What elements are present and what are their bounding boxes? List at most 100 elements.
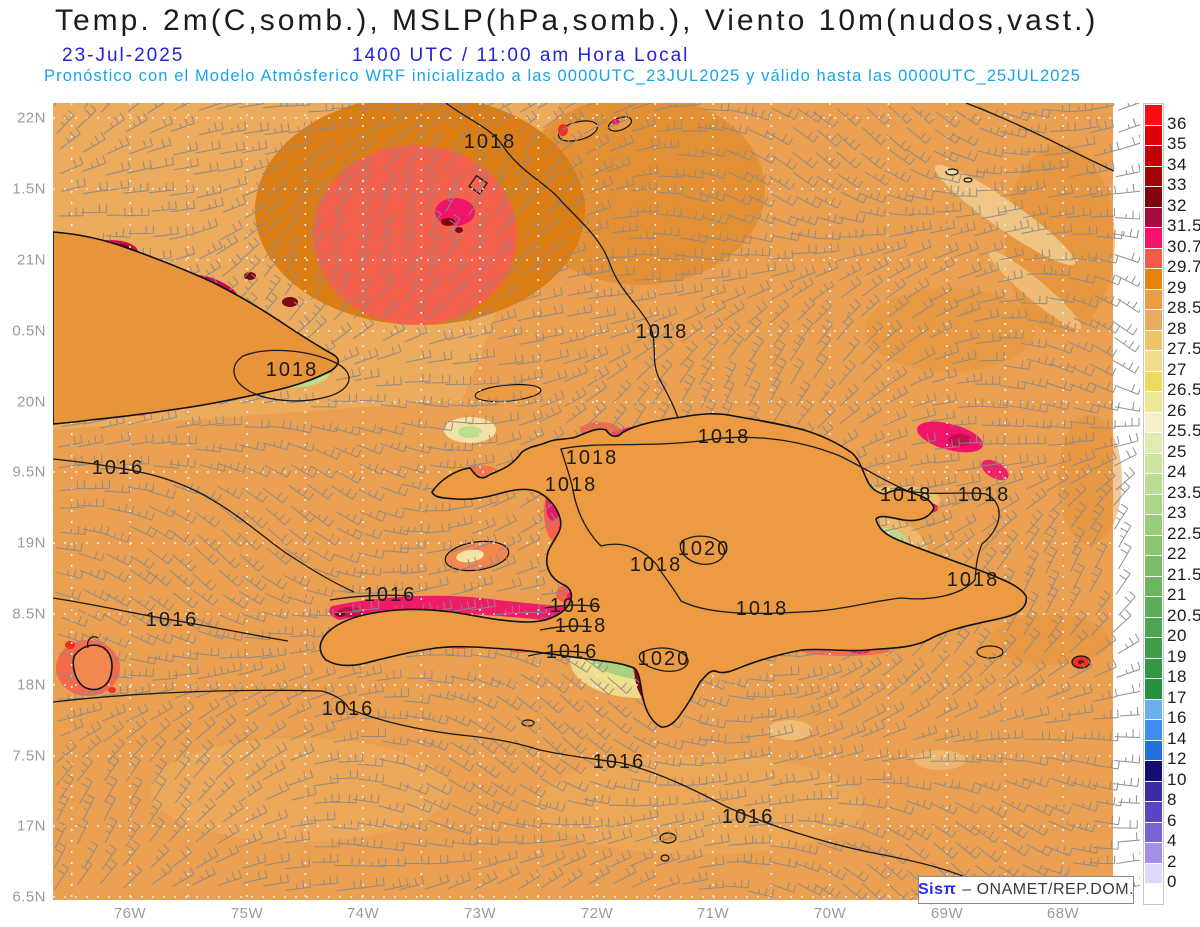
colorbar-tick-label: 0: [1167, 872, 1177, 891]
colorbar-tick-label: 24: [1167, 462, 1187, 481]
colorbar-swatch: [1145, 207, 1162, 227]
lon-tick-label: 74W: [346, 905, 380, 922]
colorbar-tick-label: 20: [1167, 626, 1187, 645]
colorbar-tick-label: 16: [1167, 708, 1187, 727]
colorbar-swatch: [1145, 351, 1162, 371]
lon-tick-label: 69W: [930, 905, 964, 922]
isobar-value-label: 1018: [736, 598, 789, 620]
colorbar-tick-label: 35: [1167, 134, 1187, 153]
colorbar-tick-label: 36: [1167, 113, 1187, 133]
lat-tick-label: 17N: [16, 817, 46, 835]
colorbar-tick-label: 26: [1167, 400, 1187, 420]
isobar-value-label: 1018: [630, 554, 683, 576]
lat-tick-label: 22N: [16, 109, 46, 127]
colorbar-swatch: [1145, 228, 1162, 248]
lat-tick-label: 1.5N: [12, 180, 46, 198]
colorbar-swatch: [1145, 843, 1162, 863]
isobar-value-label: 1016: [146, 609, 199, 631]
colorbar-tick-label: 23: [1167, 503, 1187, 522]
colorbar-swatch: [1145, 474, 1162, 494]
colorbar-tick-label: 32: [1167, 195, 1187, 215]
watermark-brand: Sisπ: [917, 881, 957, 898]
colorbar-tick-label: 22.5: [1167, 523, 1200, 543]
colorbar-tick-label: 26.5: [1167, 380, 1200, 399]
colorbar-swatch: [1145, 146, 1162, 166]
isobar-value-label: 1018: [958, 484, 1011, 506]
colorbar-swatch: [1145, 248, 1162, 268]
colorbar-tick-label: 17: [1167, 687, 1187, 707]
colorbar-swatch: [1145, 494, 1162, 514]
colorbar-swatch: [1145, 802, 1162, 822]
lat-tick-label: 6.5N: [12, 888, 46, 906]
colorbar-swatch: [1145, 576, 1162, 596]
colorbar-swatch: [1145, 740, 1162, 760]
lat-tick-label: 9.5N: [12, 463, 46, 481]
isobar-value-label: 1018: [636, 321, 689, 343]
colorbar-tick-label: 4: [1167, 831, 1177, 850]
colorbar-tick-label: 10: [1167, 769, 1187, 789]
isobar-value-label: 1016: [593, 751, 646, 773]
colorbar-swatch: [1145, 699, 1162, 719]
colorbar-tick-label: 28.5: [1167, 298, 1200, 317]
colorbar-swatch: [1145, 187, 1162, 207]
lat-tick-label: 18N: [16, 676, 46, 694]
isobar-value-label: 1018: [266, 359, 319, 381]
map-title: Temp. 2m(C,somb.), MSLP(hPa,somb.), Vien…: [55, 4, 1099, 37]
colorbar-tick-label: 14: [1167, 728, 1187, 748]
colorbar-swatch: [1145, 535, 1162, 555]
isobar-value-label: 1016: [550, 595, 603, 617]
isobar-value-label: 1018: [698, 426, 751, 448]
colorbar-tick-label: 21.5: [1167, 564, 1200, 584]
colorbar-swatch: [1145, 597, 1162, 617]
lon-tick-label: 68W: [1046, 905, 1080, 922]
colorbar-swatch: [1145, 515, 1162, 535]
colorbar-tick-label: 8: [1167, 790, 1177, 809]
colorbar-swatch: [1145, 720, 1162, 740]
colorbar-swatch: [1145, 863, 1162, 883]
isobar-value-label: 1018: [947, 569, 1000, 591]
colorbar-swatch: [1145, 310, 1162, 330]
lat-tick-label: 20N: [16, 393, 46, 411]
colorbar-swatch: [1145, 822, 1162, 842]
colorbar-tick-label: 19: [1167, 646, 1187, 666]
colorbar-tick-label: 21: [1167, 585, 1187, 604]
forecast-date: 23-Jul-2025: [62, 45, 185, 66]
forecast-time: 1400 UTC / 11:00 am Hora Local: [352, 45, 690, 66]
colorbar-tick-label: 20.5: [1167, 605, 1200, 625]
isobar-value-label: 1016: [364, 584, 417, 606]
temperature-colorbar: [1143, 103, 1164, 905]
colorbar-tick-label: 25.5: [1167, 421, 1200, 440]
colorbar-tick-label: 18: [1167, 667, 1187, 686]
colorbar-swatch: [1145, 392, 1162, 412]
lon-tick-label: 72W: [580, 905, 614, 922]
model-init-line: Pronóstico con el Modelo Atmósferico WRF…: [44, 67, 1082, 85]
isobar-value-label: 1016: [722, 806, 775, 828]
colorbar-tick-label: 2: [1167, 851, 1177, 871]
isobar-value-label: 1018: [545, 474, 598, 496]
colorbar-tick-label: 34: [1167, 154, 1187, 174]
lon-tick-label: 71W: [696, 905, 730, 922]
colorbar-tick-label: 30.7: [1167, 236, 1200, 256]
lon-tick-label: 75W: [230, 905, 264, 922]
colorbar-swatch: [1145, 433, 1162, 453]
colorbar-swatch: [1145, 679, 1162, 699]
isobar-value-label: 1018: [566, 447, 619, 469]
colorbar-swatch: [1145, 371, 1162, 391]
colorbar-tick-label: 29.7: [1167, 257, 1200, 276]
isobar-lines: [53, 103, 1115, 900]
colorbar-tick-label: 25: [1167, 441, 1187, 461]
colorbar-swatch: [1145, 105, 1162, 125]
lat-tick-label: 8.5N: [12, 605, 46, 623]
sea-warm-blob: [313, 145, 517, 325]
isobar-value-label: 1016: [92, 457, 145, 479]
colorbar-swatch: [1145, 617, 1162, 637]
colorbar-swatch: [1145, 330, 1162, 350]
lat-tick-label: 0.5N: [12, 322, 46, 340]
colorbar-swatch: [1145, 781, 1162, 801]
colorbar-swatch: [1145, 761, 1162, 781]
colorbar-tick-label: 27: [1167, 359, 1187, 379]
watermark-badge: Sisπ – ONAMET/REP.DOM.: [918, 876, 1134, 904]
lat-tick-label: 7.5N: [12, 747, 46, 765]
lat-tick-label: 21N: [16, 251, 46, 269]
